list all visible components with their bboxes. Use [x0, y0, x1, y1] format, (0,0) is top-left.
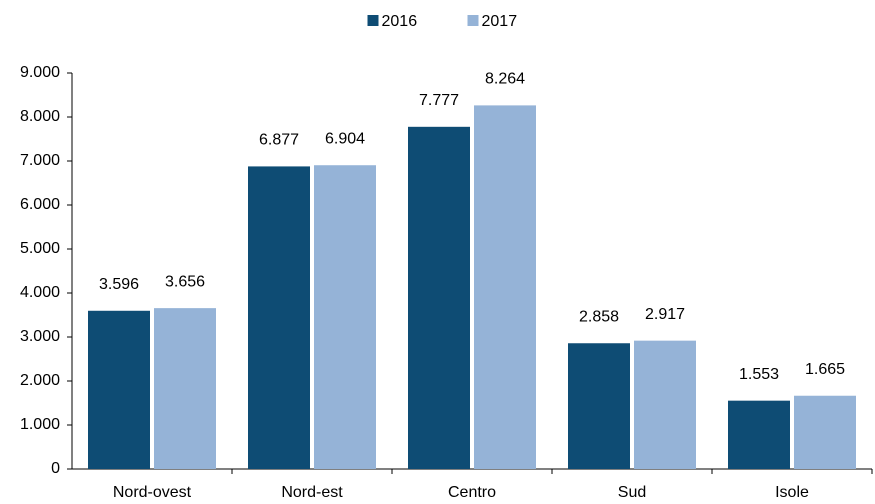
y-tick-label: 2.000	[20, 372, 60, 389]
x-tick-label: Centro	[448, 484, 496, 501]
bar	[314, 165, 376, 469]
legend-swatch	[367, 15, 379, 26]
y-tick-label: 1.000	[20, 416, 60, 433]
bar	[474, 105, 536, 469]
value-label: 1.665	[805, 361, 845, 378]
legend-swatch	[467, 15, 479, 26]
legend-label: 2017	[482, 13, 518, 30]
y-tick-label: 0	[51, 460, 60, 477]
x-tick-label: Nord-ovest	[113, 484, 192, 501]
value-label: 6.877	[259, 132, 299, 149]
y-tick-label: 9.000	[20, 64, 60, 81]
value-label: 2.858	[579, 308, 619, 325]
bar	[634, 340, 696, 469]
y-tick-label: 3.000	[20, 328, 60, 345]
value-label: 8.264	[485, 71, 525, 88]
value-label: 2.917	[645, 306, 685, 323]
y-tick-label: 5.000	[20, 240, 60, 257]
y-tick-label: 6.000	[20, 196, 60, 213]
value-label: 7.777	[419, 92, 459, 109]
bar	[408, 126, 470, 469]
bar	[154, 308, 216, 469]
x-tick-label: Sud	[618, 484, 646, 501]
y-tick-label: 4.000	[20, 284, 60, 301]
value-label: 3.596	[99, 276, 139, 293]
x-tick-label: Nord-est	[281, 484, 343, 501]
legend-label: 2016	[382, 13, 418, 30]
value-label: 1.553	[739, 366, 779, 383]
value-label: 6.904	[325, 130, 365, 147]
bar	[728, 400, 790, 469]
bar	[568, 343, 630, 469]
x-tick-label: Isole	[775, 484, 809, 501]
y-tick-label: 8.000	[20, 108, 60, 125]
y-tick-label: 7.000	[20, 152, 60, 169]
bar	[88, 310, 150, 469]
bar	[794, 395, 856, 469]
value-label: 3.656	[165, 273, 205, 290]
bar	[248, 166, 310, 470]
